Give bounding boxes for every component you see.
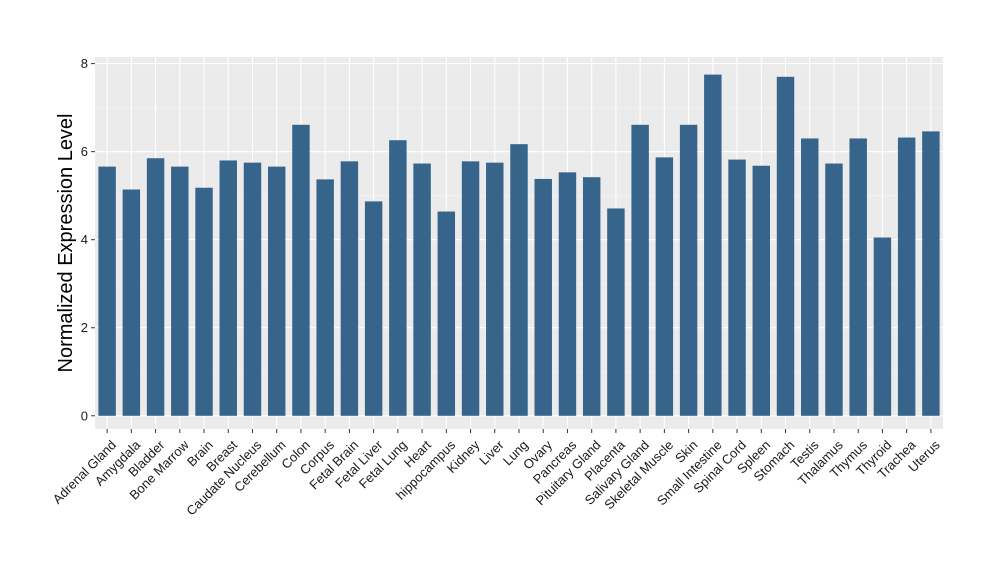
bar-kidney — [461, 161, 480, 416]
bar-pituitary-gland — [582, 177, 601, 416]
bar-fetal-lung — [389, 140, 407, 416]
bar-skeletal-muscle — [655, 157, 674, 416]
bar-adrenal-gland — [98, 166, 116, 416]
bar-testis — [801, 138, 819, 416]
bar-heart — [413, 163, 431, 416]
bar-skin — [679, 124, 698, 416]
y-tick-label: 0 — [81, 408, 88, 423]
bar-stomach — [776, 76, 795, 416]
bar-bladder — [146, 158, 165, 416]
bar-thalamus — [825, 163, 843, 416]
bar-spleen — [752, 165, 771, 416]
bar-amygdala — [122, 189, 141, 416]
bar-corpus — [316, 179, 334, 416]
bar-thymus — [849, 138, 867, 416]
bars — [98, 74, 940, 416]
bar-colon — [292, 124, 310, 416]
bar-thyroid — [873, 237, 892, 416]
bar-fetal-brain — [340, 161, 359, 416]
y-axis: 0 2 4 6 8 — [81, 56, 95, 423]
y-tick-label: 6 — [81, 144, 88, 159]
bar-liver — [486, 162, 504, 416]
x-tick-label: Liver — [476, 437, 507, 468]
y-tick-label: 4 — [81, 232, 88, 247]
y-axis-title: Normalized Expression Level — [55, 113, 77, 372]
bar-placenta — [607, 208, 625, 416]
bar-pancreas — [558, 172, 577, 416]
bar-trachea — [897, 137, 916, 416]
bar-cerebellum — [267, 166, 286, 416]
bar-salivary-gland — [631, 124, 649, 416]
bar-uterus — [922, 131, 940, 416]
bar-breast — [219, 160, 237, 416]
y-tick-label: 2 — [81, 320, 88, 335]
y-tick-label: 8 — [81, 56, 88, 71]
bar-small-intestine — [704, 74, 722, 416]
bar-bone-marrow — [171, 166, 189, 416]
bar-fetal-liver — [364, 201, 383, 416]
bar-hippocampus — [437, 211, 456, 416]
bar-spinal-cord — [728, 159, 746, 416]
bar-caudate-nucleus — [243, 162, 262, 416]
bar-brain — [195, 187, 213, 416]
bar-lung — [510, 144, 528, 416]
bar-ovary — [534, 178, 552, 416]
